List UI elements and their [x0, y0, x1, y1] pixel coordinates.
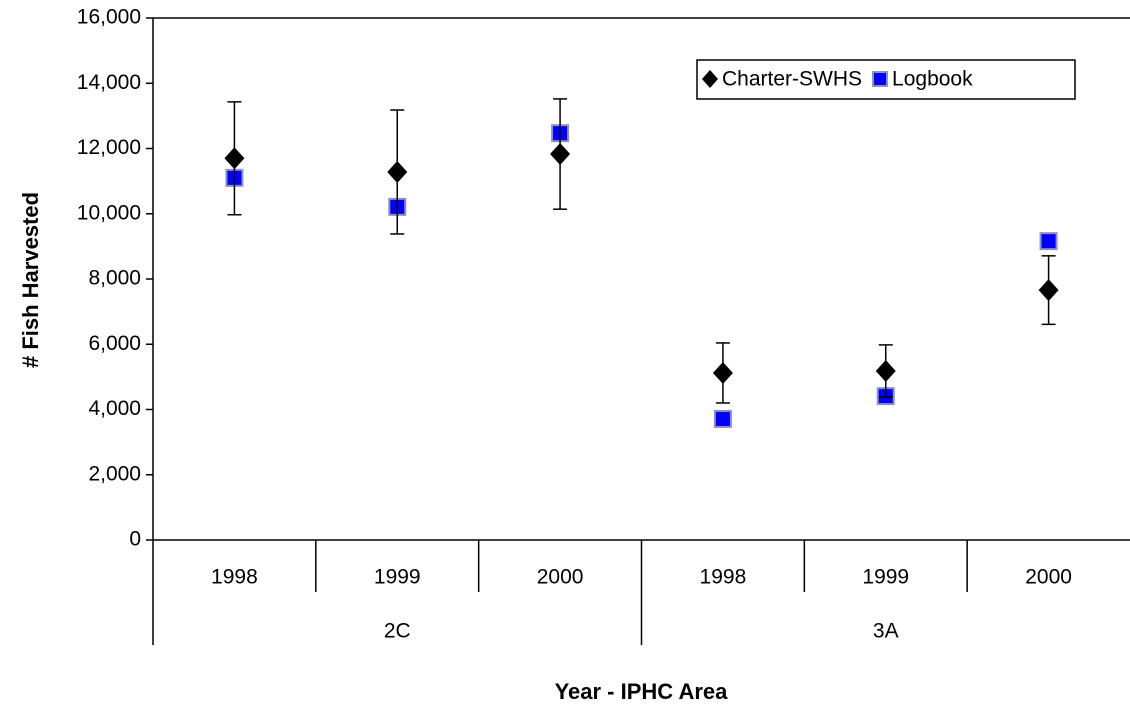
x-tick-label: 2000: [537, 566, 584, 589]
x-tick-label: 1998: [700, 566, 747, 589]
x-tick-label: 1999: [374, 566, 421, 589]
y-tick-label: 16,000: [77, 6, 141, 29]
y-tick-label: 12,000: [77, 136, 141, 159]
legend-marker: [702, 70, 718, 88]
diamond-marker: [550, 143, 571, 166]
legend-label: Charter-SWHS: [722, 68, 862, 91]
x-tick-label: 1998: [211, 566, 258, 589]
diamond-marker: [224, 147, 245, 170]
group-label: 2C: [384, 620, 411, 643]
y-tick-label: 10,000: [77, 201, 141, 224]
diamond-marker: [387, 160, 408, 183]
x-tick-label: 2000: [1025, 566, 1072, 589]
y-tick-label: 0: [129, 528, 141, 551]
diamond-marker: [712, 361, 733, 384]
x-axis-title: Year - IPHC Area: [555, 679, 729, 704]
y-tick-label: 2,000: [88, 462, 141, 485]
legend-label: Logbook: [892, 68, 973, 91]
square-marker: [1039, 232, 1058, 251]
y-tick-label: 8,000: [88, 267, 141, 290]
group-label: 3A: [873, 620, 899, 643]
diamond-marker: [875, 360, 896, 383]
y-axis-title: # Fish Harvested: [18, 192, 43, 368]
legend-marker: [872, 71, 889, 87]
y-tick-label: 6,000: [88, 332, 141, 355]
y-tick-label: 4,000: [88, 397, 141, 420]
y-tick-label: 14,000: [77, 71, 141, 94]
square-marker: [713, 409, 732, 428]
x-tick-label: 1999: [862, 566, 909, 589]
diamond-marker: [1038, 279, 1059, 302]
